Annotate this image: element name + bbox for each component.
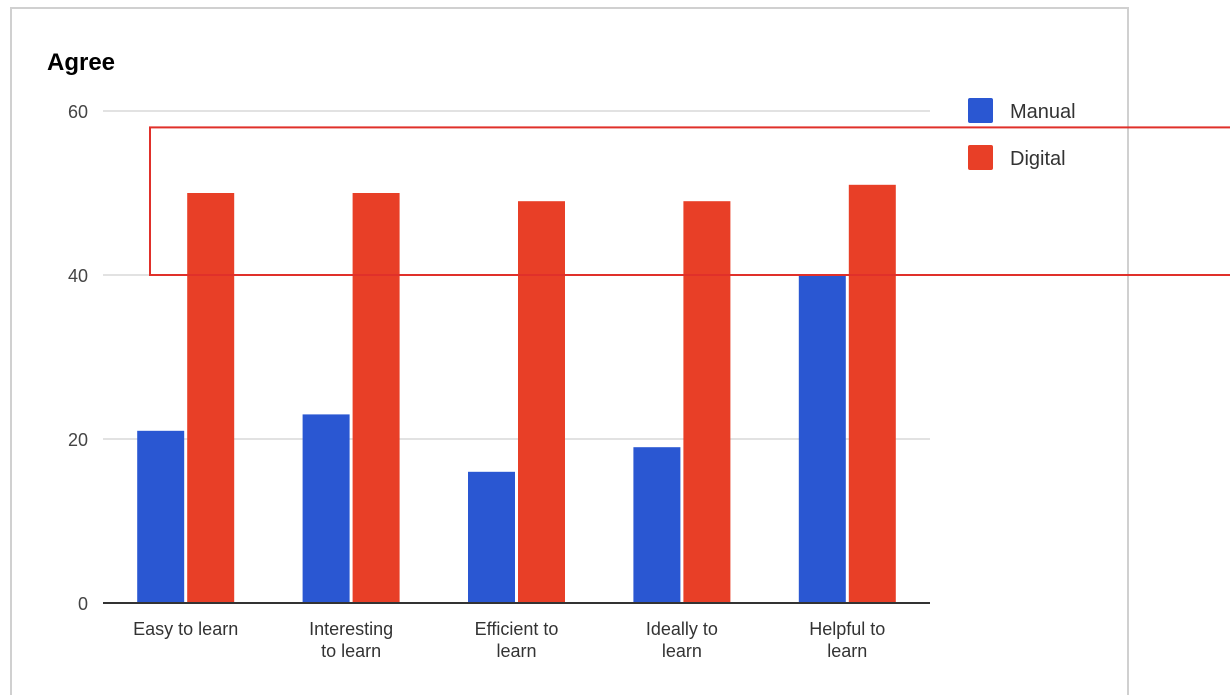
legend-swatch-digital [968,145,993,170]
y-tick-label: 20 [68,430,88,450]
y-tick-label: 40 [68,266,88,286]
annotation [149,126,1230,277]
bar-digital-2 [518,201,565,603]
y-tick-label: 0 [78,594,88,614]
x-tick-label: Efficient to [475,619,559,639]
legend: Manual Digital [968,98,1076,170]
x-tick-label: learn [827,641,867,661]
bar-manual-3 [633,447,681,603]
x-tick-label: learn [662,641,702,661]
legend-label-digital: Digital [1010,148,1066,170]
highlight-box [149,126,1230,277]
legend-label-manual: Manual [1010,101,1076,123]
x-tick-label: Helpful to [809,619,885,639]
bar-digital-1 [352,193,400,603]
x-tick-label: Ideally to [646,619,718,639]
bar-digital-0 [187,193,235,603]
bars [137,184,896,604]
x-tick-label: Easy to learn [133,619,238,639]
bar-manual-2 [468,471,515,603]
y-tick-label: 60 [68,102,88,122]
bar-digital-4 [848,184,896,604]
x-tick-label: Interesting [309,619,393,639]
bar-digital-3 [683,201,731,603]
bar-manual-1 [302,414,350,603]
legend-swatch-manual [968,98,993,123]
chart-title: Agree [47,49,115,76]
x-tick-label: learn [496,641,536,661]
x-tick-label: to learn [321,641,381,661]
bar-manual-0 [137,430,185,603]
bar-manual-4 [798,275,846,603]
